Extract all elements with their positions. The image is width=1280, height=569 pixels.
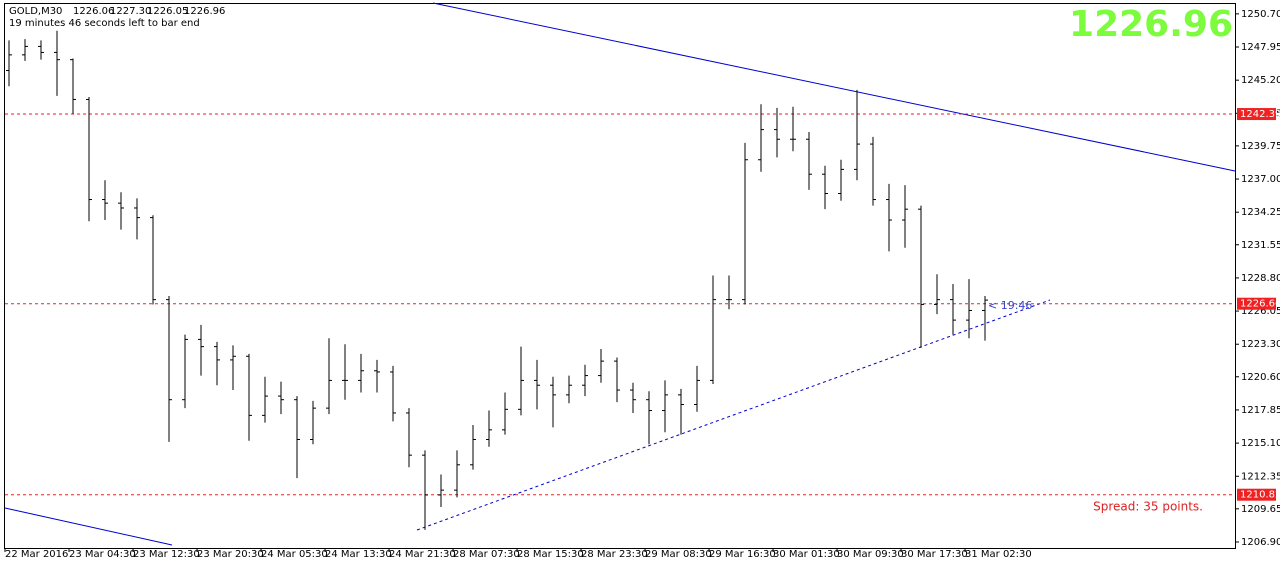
- x-tick-label: 28 Mar 07:30: [453, 549, 520, 560]
- y-tick-label: 1234.25: [1241, 207, 1280, 218]
- x-tick-label: 30 Mar 09:30: [837, 549, 904, 560]
- y-tick-label: 1231.55: [1241, 240, 1280, 251]
- y-tick-label: 1212.35: [1241, 471, 1280, 482]
- x-tick-label: 23 Mar 04:30: [69, 549, 136, 560]
- y-tick-label: 1250.70: [1241, 9, 1280, 20]
- x-tick-label: 23 Mar 20:30: [197, 549, 264, 560]
- x-tick-label: 31 Mar 02:30: [965, 549, 1032, 560]
- price-label-box: [1237, 108, 1276, 121]
- countdown: < 19:46: [988, 299, 1032, 312]
- x-tick-label: 29 Mar 08:30: [645, 549, 712, 560]
- y-tick-label: 1206.90: [1241, 537, 1280, 548]
- big-price: 1226.96: [1069, 4, 1233, 45]
- x-tick-label: 30 Mar 01:30: [773, 549, 840, 560]
- price-label: 1226.66: [1240, 299, 1280, 310]
- trendline: [432, 2, 1236, 172]
- timer: 19 minutes 46 seconds left to bar end: [9, 18, 200, 29]
- x-tick-label: 24 Mar 13:30: [325, 549, 392, 560]
- y-tick-label: 1226.05: [1241, 306, 1280, 317]
- trendline: [4, 507, 173, 546]
- price-label: 1210.82: [1240, 490, 1280, 501]
- quote-open: 1226.06: [73, 6, 114, 17]
- quote-close: 1226.96: [184, 6, 225, 17]
- support-line: [416, 299, 1051, 531]
- y-tick-label: 1228.80: [1241, 273, 1280, 284]
- plot-frame: [4, 3, 1236, 549]
- x-tick-label: 24 Mar 05:30: [261, 549, 328, 560]
- price-label-box: [1237, 488, 1276, 501]
- y-tick-label: 1237.00: [1241, 174, 1280, 185]
- x-tick-label: 22 Mar 2016: [5, 549, 68, 560]
- quote-low: 1226.05: [147, 6, 188, 17]
- x-tick-label: 23 Mar 12:30: [133, 549, 200, 560]
- y-tick-label: 1247.95: [1241, 42, 1280, 53]
- symbol: GOLD,M30: [9, 6, 62, 17]
- x-tick-label: 30 Mar 17:30: [901, 549, 968, 560]
- price-label: 1242.39: [1240, 109, 1280, 120]
- y-tick-label: 1239.75: [1241, 141, 1280, 152]
- x-tick-label: 29 Mar 16:30: [709, 549, 776, 560]
- y-tick-label: 1217.85: [1241, 405, 1280, 416]
- price-label-box: [1237, 297, 1276, 310]
- x-tick-label: 28 Mar 23:30: [581, 549, 648, 560]
- y-tick-label: 1209.65: [1241, 504, 1280, 515]
- x-tick-label: 28 Mar 15:30: [517, 549, 584, 560]
- y-tick-label: 1223.30: [1241, 339, 1280, 350]
- y-tick-label: 1215.10: [1241, 438, 1280, 449]
- y-tick-label: 1220.60: [1241, 372, 1280, 383]
- x-tick-label: 24 Mar 21:30: [389, 549, 456, 560]
- quote-high: 1227.30: [110, 6, 151, 17]
- spread: Spread: 35 points.: [1093, 500, 1203, 514]
- y-tick-label: 1245.20: [1241, 75, 1280, 86]
